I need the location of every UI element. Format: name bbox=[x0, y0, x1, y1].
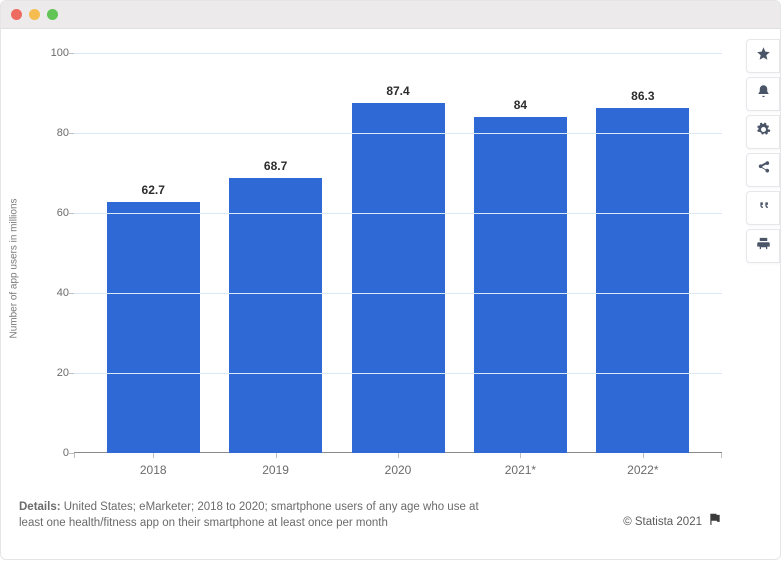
details-text: Details: United States; eMarketer; 2018 … bbox=[19, 499, 499, 531]
y-tick-mark bbox=[69, 53, 74, 54]
bar-slot: 87.42020 bbox=[337, 53, 459, 453]
x-tick-label: 2020 bbox=[385, 463, 412, 477]
details-body: United States; eMarketer; 2018 to 2020; … bbox=[19, 501, 479, 529]
y-tick-mark bbox=[69, 133, 74, 134]
gridline bbox=[74, 293, 722, 294]
y-tick-mark bbox=[69, 213, 74, 214]
browser-window: Number of app users in millions 62.72018… bbox=[0, 0, 781, 560]
y-tick-mark bbox=[69, 453, 74, 454]
print-icon bbox=[756, 236, 771, 256]
print-button[interactable] bbox=[746, 229, 780, 263]
x-tick-mark bbox=[74, 453, 75, 458]
y-tick-label: 100 bbox=[44, 47, 69, 59]
notify-button[interactable] bbox=[746, 77, 780, 111]
bar-value-label: 84 bbox=[514, 98, 527, 112]
bar-slot: 68.72019 bbox=[214, 53, 336, 453]
x-tick-mark bbox=[398, 453, 399, 458]
chart-footer: Details: United States; eMarketer; 2018 … bbox=[19, 499, 722, 531]
bar[interactable] bbox=[474, 117, 567, 453]
gridline bbox=[74, 133, 722, 134]
bar-slot: 86.32022* bbox=[582, 53, 704, 453]
x-tick-mark bbox=[276, 453, 277, 458]
bar-slot: 62.72018 bbox=[92, 53, 214, 453]
y-tick-label: 80 bbox=[44, 127, 69, 139]
y-tick-label: 20 bbox=[44, 367, 69, 379]
x-tick-label: 2021* bbox=[505, 463, 536, 477]
attribution: © Statista 2021 bbox=[623, 512, 722, 531]
window-close-dot[interactable] bbox=[11, 9, 22, 20]
x-tick-mark bbox=[520, 453, 521, 458]
y-tick-label: 40 bbox=[44, 287, 69, 299]
x-tick-mark bbox=[643, 453, 644, 458]
content-area: Number of app users in millions 62.72018… bbox=[1, 29, 780, 559]
bar-slot: 842021* bbox=[459, 53, 581, 453]
y-axis-title: Number of app users in millions bbox=[9, 198, 20, 338]
citation-button[interactable] bbox=[746, 191, 780, 225]
bar[interactable] bbox=[229, 178, 322, 453]
attribution-text: © Statista 2021 bbox=[623, 514, 702, 530]
x-tick-mark bbox=[721, 453, 722, 458]
gridline bbox=[74, 213, 722, 214]
bar[interactable] bbox=[107, 202, 200, 453]
window-minimize-dot[interactable] bbox=[29, 9, 40, 20]
favorite-button[interactable] bbox=[746, 39, 780, 73]
gridline bbox=[74, 373, 722, 374]
star-icon bbox=[756, 46, 771, 66]
window-titlebar bbox=[1, 1, 780, 29]
x-tick-mark bbox=[153, 453, 154, 458]
side-toolbar bbox=[746, 39, 780, 263]
gridline bbox=[74, 53, 722, 54]
flag-icon[interactable] bbox=[708, 512, 722, 531]
bell-icon bbox=[756, 84, 771, 104]
details-label: Details: bbox=[19, 501, 61, 513]
quote-icon bbox=[756, 198, 771, 218]
x-tick-label: 2022* bbox=[627, 463, 658, 477]
bar-value-label: 62.7 bbox=[142, 183, 165, 197]
settings-button[interactable] bbox=[746, 115, 780, 149]
bar-value-label: 86.3 bbox=[631, 89, 654, 103]
bar[interactable] bbox=[596, 108, 689, 453]
bars-container: 62.7201868.7201987.42020842021*86.32022* bbox=[74, 53, 722, 453]
y-tick-label: 60 bbox=[44, 207, 69, 219]
bar-value-label: 87.4 bbox=[386, 84, 409, 98]
window-zoom-dot[interactable] bbox=[47, 9, 58, 20]
bar-chart: Number of app users in millions 62.72018… bbox=[19, 43, 722, 483]
x-tick-label: 2018 bbox=[140, 463, 167, 477]
bar-value-label: 68.7 bbox=[264, 159, 287, 173]
share-icon bbox=[756, 160, 771, 180]
y-tick-mark bbox=[69, 293, 74, 294]
plot-area: 62.7201868.7201987.42020842021*86.32022*… bbox=[74, 53, 722, 453]
bar[interactable] bbox=[352, 103, 445, 453]
share-button[interactable] bbox=[746, 153, 780, 187]
y-tick-label: 0 bbox=[44, 447, 69, 459]
gear-icon bbox=[756, 122, 771, 142]
y-tick-mark bbox=[69, 373, 74, 374]
x-tick-label: 2019 bbox=[262, 463, 289, 477]
